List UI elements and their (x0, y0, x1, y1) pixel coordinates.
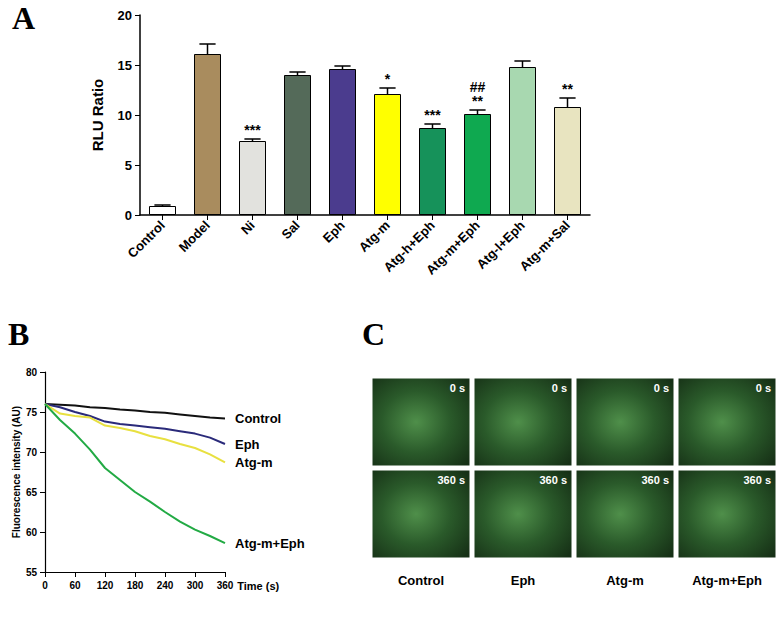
svg-text:##: ## (470, 79, 486, 95)
svg-text:120: 120 (97, 580, 114, 591)
svg-text:Control: Control (125, 218, 168, 261)
svg-text:360 s: 360 s (641, 474, 669, 486)
svg-text:**: ** (472, 93, 483, 109)
svg-text:180: 180 (127, 580, 144, 591)
svg-text:*: * (385, 71, 391, 87)
svg-text:0: 0 (42, 580, 48, 591)
svg-text:Eph: Eph (511, 573, 536, 588)
svg-text:A: A (12, 0, 35, 36)
svg-text:0: 0 (125, 208, 132, 223)
svg-text:Eph: Eph (320, 218, 348, 246)
svg-text:C: C (362, 316, 385, 352)
svg-text:0 s: 0 s (552, 382, 567, 394)
svg-text:Sal: Sal (278, 218, 302, 242)
svg-text:0 s: 0 s (654, 382, 669, 394)
svg-text:5: 5 (125, 158, 132, 173)
svg-text:0 s: 0 s (756, 382, 771, 394)
svg-text:10: 10 (118, 108, 132, 123)
svg-text:***: *** (244, 122, 261, 138)
svg-text:360 s: 360 s (437, 474, 465, 486)
svg-text:B: B (8, 316, 29, 352)
svg-text:15: 15 (118, 58, 132, 73)
svg-text:Atg-m: Atg-m (606, 573, 644, 588)
svg-text:70: 70 (26, 447, 38, 458)
svg-text:75: 75 (26, 407, 38, 418)
svg-text:Atg-m+Eph: Atg-m+Eph (235, 536, 305, 551)
svg-text:Atg-m: Atg-m (356, 218, 393, 255)
svg-text:Model: Model (176, 218, 213, 255)
svg-text:RLU Ratio: RLU Ratio (89, 79, 106, 152)
svg-text:Atg-m+Eph: Atg-m+Eph (692, 573, 762, 588)
svg-text:360 s: 360 s (743, 474, 771, 486)
svg-text:Fluorescence intensity (AU): Fluorescence intensity (AU) (11, 406, 22, 538)
svg-text:**: ** (562, 81, 573, 97)
svg-text:60: 60 (69, 580, 81, 591)
svg-text:Ni: Ni (238, 218, 258, 238)
svg-text:20: 20 (118, 8, 132, 23)
svg-text:Control: Control (235, 411, 281, 426)
svg-text:Atg-l+Eph: Atg-l+Eph (473, 217, 528, 272)
svg-text:60: 60 (26, 527, 38, 538)
svg-text:Atg-h+Eph: Atg-h+Eph (380, 217, 438, 275)
svg-text:360: 360 (217, 580, 234, 591)
svg-text:240: 240 (157, 580, 174, 591)
svg-text:***: *** (424, 107, 441, 123)
svg-text:55: 55 (26, 567, 38, 578)
svg-text:65: 65 (26, 487, 38, 498)
svg-text:0 s: 0 s (450, 382, 465, 394)
svg-text:360 s: 360 s (539, 474, 567, 486)
svg-text:Time (s): Time (s) (237, 580, 279, 592)
svg-text:80: 80 (26, 367, 38, 378)
svg-text:Atg-m: Atg-m (235, 455, 273, 470)
svg-text:Eph: Eph (235, 437, 260, 452)
svg-text:Atg-m+Eph: Atg-m+Eph (423, 218, 483, 278)
svg-text:Control: Control (398, 573, 444, 588)
svg-text:300: 300 (187, 580, 204, 591)
svg-text:Atg-m+Sal: Atg-m+Sal (517, 218, 573, 274)
